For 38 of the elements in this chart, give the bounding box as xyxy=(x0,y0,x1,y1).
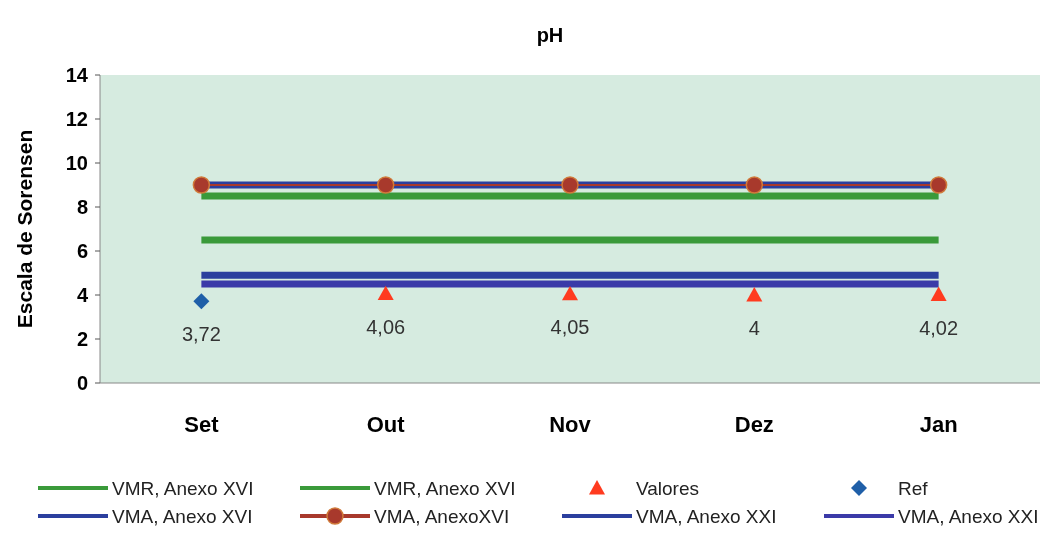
data-label: 4,06 xyxy=(366,315,406,338)
y-tick-label: 0 xyxy=(76,372,88,394)
data-label: 3,72 xyxy=(181,323,221,346)
x-tick-label: Out xyxy=(366,412,406,437)
legend-label: Valores xyxy=(636,478,700,499)
y-tick-label: 2 xyxy=(76,328,88,350)
y-axis-title: Escala de Sorensen xyxy=(13,129,36,329)
point xyxy=(929,176,948,194)
legend-label: VMA, Anexo XXI xyxy=(898,506,1039,527)
y-tick-label: 14 xyxy=(65,64,89,86)
point xyxy=(561,176,579,194)
point xyxy=(192,176,211,194)
legend-label: VMA, Anexo XXI xyxy=(636,506,777,527)
y-tick-label: 12 xyxy=(65,108,88,130)
point xyxy=(193,293,210,310)
x-tick-label: Set xyxy=(184,412,220,437)
data-label: 4 xyxy=(748,317,760,339)
legend-label: Ref xyxy=(898,478,929,499)
y-tick-label: 8 xyxy=(76,196,88,218)
y-tick-label: 4 xyxy=(76,284,89,306)
data-label: 4,05 xyxy=(550,315,590,338)
point xyxy=(930,286,947,301)
point xyxy=(377,285,394,301)
point xyxy=(745,176,764,194)
legend-label: VMA, Anexo XVI xyxy=(112,506,253,527)
x-tick-label: Nov xyxy=(549,412,592,437)
point xyxy=(746,287,763,302)
y-tick-label: 6 xyxy=(76,240,88,262)
chart-title: pH xyxy=(536,24,564,46)
point xyxy=(562,285,578,301)
y-tick-label: 10 xyxy=(65,152,88,174)
x-tick-label: Jan xyxy=(919,412,958,437)
legend-label: VMR, Anexo XVI xyxy=(112,478,254,499)
x-tick-label: Dez xyxy=(734,412,774,437)
legend-label: VMA, AnexoXVI xyxy=(374,506,510,527)
point xyxy=(376,176,395,194)
data-label: 4,02 xyxy=(919,316,959,339)
legend-label: VMR, Anexo XVI xyxy=(374,478,516,499)
